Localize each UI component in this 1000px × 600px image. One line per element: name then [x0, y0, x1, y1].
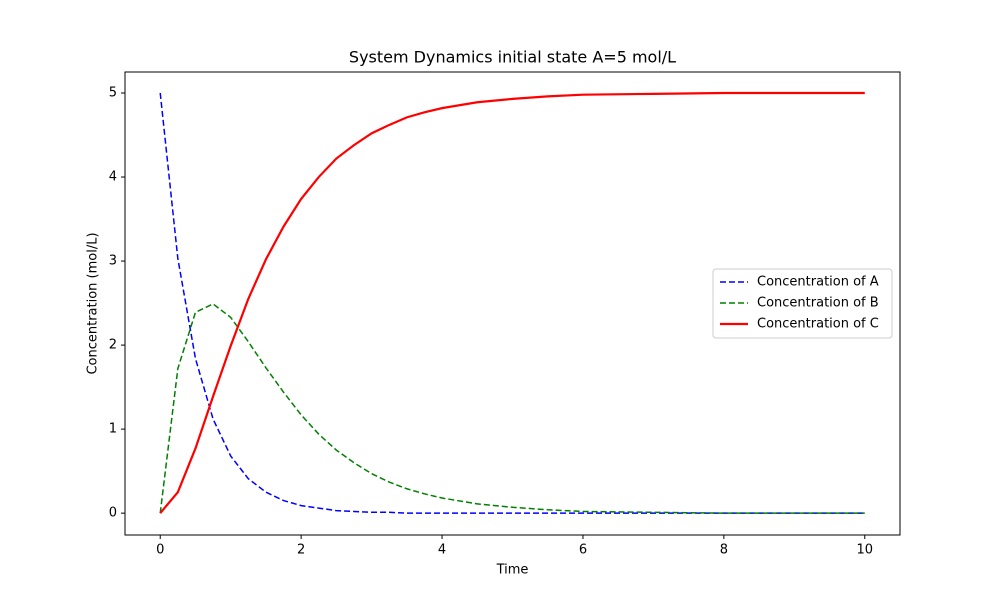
- legend-box: [712, 268, 893, 339]
- legend-label: Concentration of A: [757, 275, 879, 290]
- y-tick-label: 1: [109, 422, 117, 437]
- series-line: [159, 92, 865, 514]
- x-tick-label: 6: [579, 543, 587, 558]
- x-tick-label: 0: [156, 543, 164, 558]
- legend-label: Concentration of C: [757, 317, 879, 332]
- series-line: [159, 91, 865, 514]
- y-tick-label: 3: [109, 254, 117, 269]
- plot-frame: [124, 71, 901, 536]
- y-tick-label: 0: [109, 506, 117, 521]
- x-tick-label: 8: [720, 543, 728, 558]
- x-tick-label: 4: [438, 543, 446, 558]
- y-tick-label: 5: [109, 86, 117, 101]
- y-tick-label: 2: [109, 338, 117, 353]
- x-tick-label: 2: [297, 543, 305, 558]
- x-tick-label: 10: [856, 543, 873, 558]
- y-axis-label: Concentration (mol/L): [86, 232, 101, 374]
- y-tick-label: 4: [109, 170, 117, 185]
- chart-title: System Dynamics initial state A=5 mol/L: [349, 48, 676, 67]
- x-axis-label: Time: [496, 563, 529, 578]
- series-line: [159, 303, 865, 514]
- legend-label: Concentration of B: [757, 296, 879, 311]
